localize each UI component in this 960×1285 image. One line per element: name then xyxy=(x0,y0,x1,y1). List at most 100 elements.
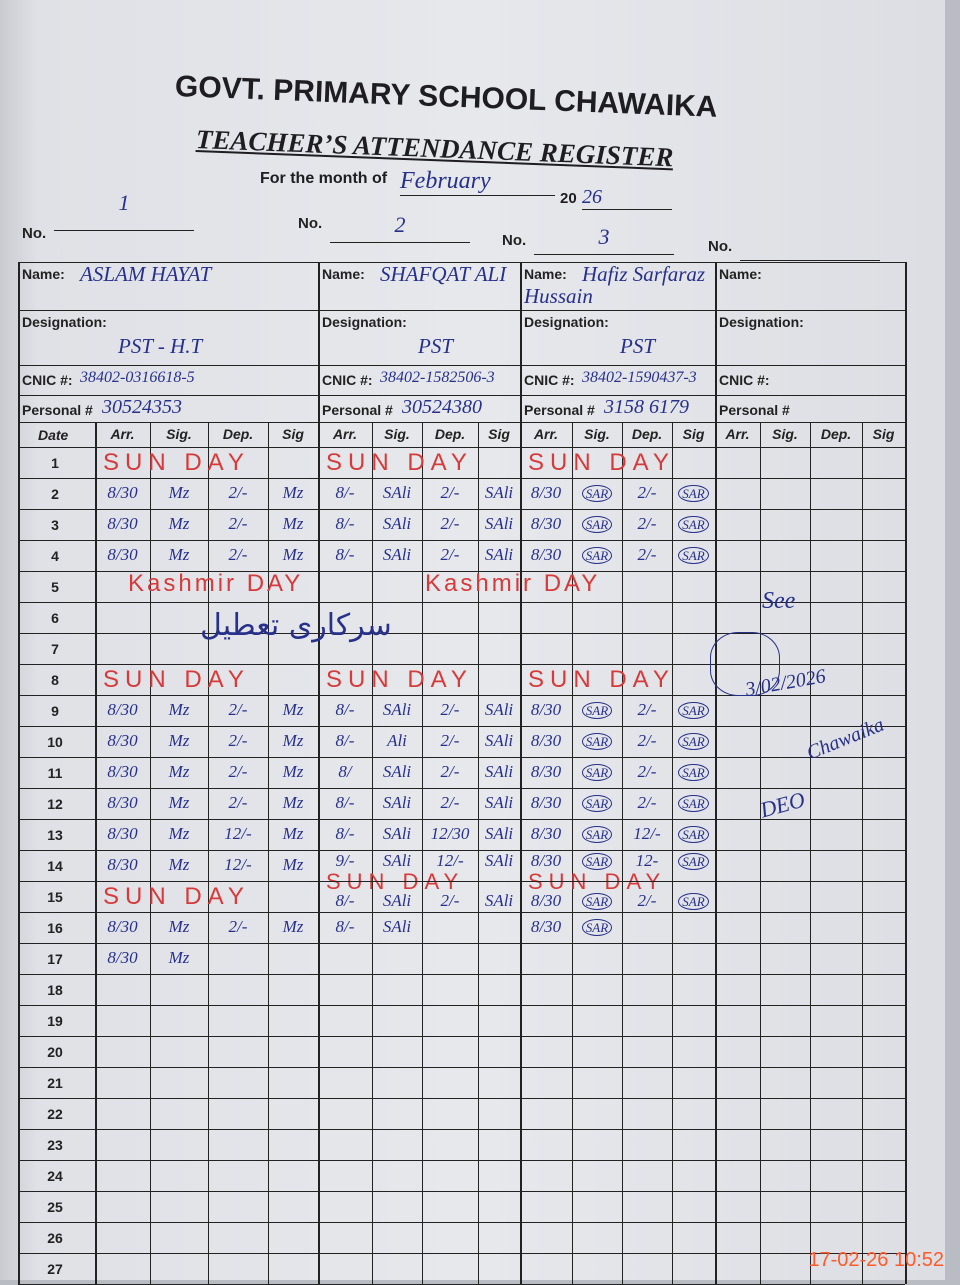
arrival-time: 8/ xyxy=(318,763,372,781)
teacher-personal: 30524380 xyxy=(402,396,482,419)
arrival-time: 8/30 xyxy=(520,918,572,936)
grid-line xyxy=(18,726,905,727)
entry-text: 2/- xyxy=(229,793,248,812)
departure-signature: Mz xyxy=(268,918,318,936)
departure-time: 12/- xyxy=(422,852,478,870)
arrival-time: 8/- xyxy=(318,794,372,812)
teacher-cnic: 38402-1582506-3 xyxy=(380,369,495,387)
date-number: 18 xyxy=(30,982,80,998)
entry-text: SAR xyxy=(582,516,612,533)
arrival-signature: SAli xyxy=(372,484,422,502)
departure-signature: SAli xyxy=(478,484,520,502)
arrival-signature: SAR xyxy=(572,732,622,751)
departure-signature: SAR xyxy=(672,732,715,751)
departure-time: 12/- xyxy=(622,825,672,843)
departure-signature: Mz xyxy=(268,515,318,533)
departure-signature: SAR xyxy=(672,794,715,813)
cnic-label: CNIC #: xyxy=(524,372,575,388)
sunday-note: SUN DAY xyxy=(528,668,675,692)
entry-text: Mz xyxy=(169,917,190,936)
departure-time: 2/- xyxy=(208,484,268,502)
entry-text: 2/- xyxy=(638,793,657,812)
arrival-time: 8/30 xyxy=(520,852,572,870)
column-header-sig: Sig. xyxy=(760,426,810,442)
grid-line xyxy=(715,262,905,263)
entry-text: 8/30 xyxy=(107,545,137,564)
entry-text: 8/30 xyxy=(531,731,561,750)
arrival-signature: SAR xyxy=(572,918,622,937)
departure-signature: SAli xyxy=(478,892,520,910)
departure-time: 2/- xyxy=(208,763,268,781)
entry-text: Mz xyxy=(283,793,304,812)
date-header: Date xyxy=(38,427,68,443)
entry-text: 8/30 xyxy=(531,483,561,502)
grid-line xyxy=(318,422,520,423)
departure-signature: SAli xyxy=(478,546,520,564)
departure-signature: SAli xyxy=(478,852,520,870)
entry-text: 2/- xyxy=(441,731,460,750)
arrival-signature: SAli xyxy=(372,825,422,843)
grid-line xyxy=(715,365,905,366)
year-written: 26 xyxy=(582,186,672,210)
entry-text: Ali xyxy=(387,731,407,750)
grid-line xyxy=(18,1222,905,1223)
entry-text: 8/30 xyxy=(107,855,137,874)
arrival-signature: SAli xyxy=(372,852,422,870)
entry-text: SAli xyxy=(485,793,513,812)
entry-text: SAR xyxy=(582,893,612,910)
arrival-time: 8/30 xyxy=(95,763,150,781)
entry-text: Mz xyxy=(283,514,304,533)
teacher-number-label: No. xyxy=(502,232,526,249)
month-value: February xyxy=(400,168,555,196)
departure-time: 2/- xyxy=(422,732,478,750)
grid-line xyxy=(18,478,905,479)
entry-text: 9/- xyxy=(336,851,355,870)
designation-label: Designation: xyxy=(524,314,609,330)
entry-text: 2/- xyxy=(229,700,248,719)
entry-text: Mz xyxy=(169,948,190,967)
entry-text: SAR xyxy=(582,826,612,843)
date-number: 20 xyxy=(30,1044,80,1060)
arrival-signature: SAR xyxy=(572,515,622,534)
date-number: 4 xyxy=(30,548,80,564)
teacher-number-label: No. xyxy=(708,238,732,255)
entry-text: 8/- xyxy=(336,700,355,719)
arrival-signature: SAli xyxy=(372,892,422,910)
personal-label: Personal # xyxy=(719,402,790,418)
arrival-time: 8/- xyxy=(318,918,372,936)
column-header-sig2: Sig xyxy=(478,426,520,442)
teacher-name: ASLAM HAYAT xyxy=(22,263,314,285)
designation-label: Designation: xyxy=(719,314,804,330)
column-header-arr: Arr. xyxy=(520,426,572,442)
column-header-dep: Dep. xyxy=(208,426,268,442)
entry-text: 8/30 xyxy=(531,851,561,870)
departure-time: 2/- xyxy=(422,701,478,719)
entry-text: SAR xyxy=(582,733,612,750)
departure-signature: SAR xyxy=(672,763,715,782)
date-number: 26 xyxy=(30,1230,80,1246)
entry-text: 8/- xyxy=(336,824,355,843)
teacher-designation: PST xyxy=(620,334,655,359)
grid-line xyxy=(760,422,761,1284)
column-header-sig2: Sig xyxy=(672,426,715,442)
entry-text: 8/30 xyxy=(531,917,561,936)
column-header-arr: Arr. xyxy=(318,426,372,442)
departure-time: 2/- xyxy=(422,892,478,910)
entry-text: 8/30 xyxy=(107,824,137,843)
grid-line xyxy=(520,422,715,423)
departure-signature: SAR xyxy=(672,852,715,871)
departure-signature: SAR xyxy=(672,484,715,503)
arrival-time: 8/30 xyxy=(95,515,150,533)
date-number: 3 xyxy=(30,517,80,533)
departure-signature: SAli xyxy=(478,515,520,533)
departure-time: 2/- xyxy=(422,546,478,564)
departure-signature: Mz xyxy=(268,856,318,874)
departure-time: 2/- xyxy=(208,794,268,812)
departure-signature: SAli xyxy=(478,701,520,719)
year-printed: 20 xyxy=(560,190,577,207)
entry-text: 2/- xyxy=(638,700,657,719)
arrival-time: 8/30 xyxy=(520,732,572,750)
column-header-sig: Sig. xyxy=(150,426,208,442)
arrival-time: 8/30 xyxy=(520,484,572,502)
teacher-cnic: 38402-0316618-5 xyxy=(80,369,195,387)
